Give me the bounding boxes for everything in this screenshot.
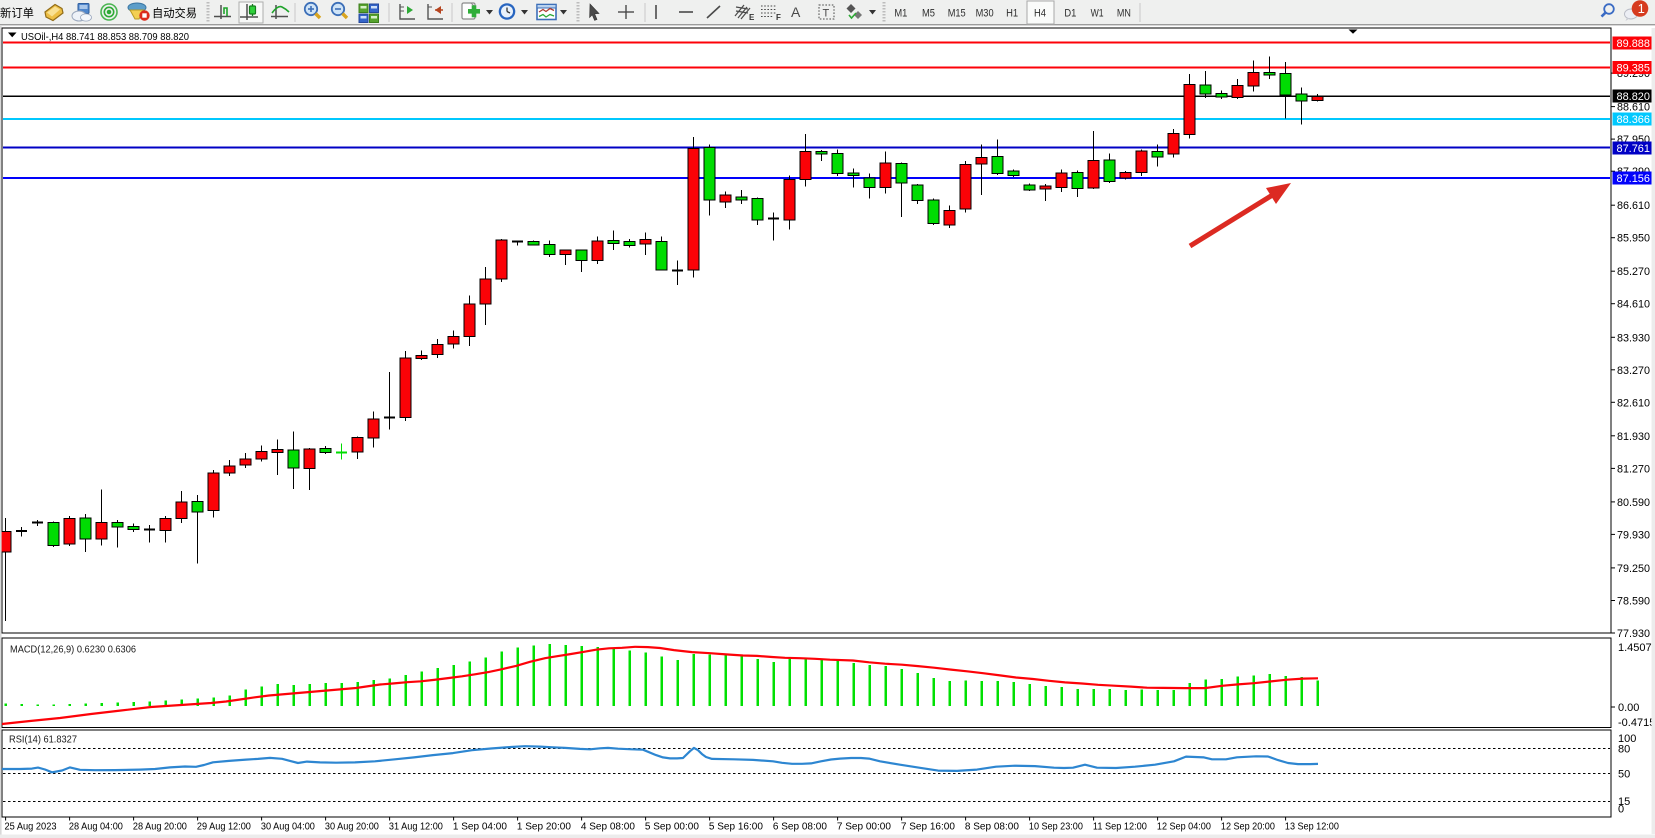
svg-text:86.610: 86.610 xyxy=(1617,200,1650,212)
svg-text:0: 0 xyxy=(1618,804,1624,816)
svg-text:85.950: 85.950 xyxy=(1617,233,1650,245)
svg-text:80.590: 80.590 xyxy=(1617,497,1650,509)
svg-text:87.156: 87.156 xyxy=(1617,173,1651,185)
svg-text:自动交易: 自动交易 xyxy=(152,6,197,20)
svg-text:81.270: 81.270 xyxy=(1617,463,1650,475)
svg-text:4 Sep 08:00: 4 Sep 08:00 xyxy=(581,822,635,833)
svg-text:M1: M1 xyxy=(894,8,907,20)
svg-text:1 Sep 20:00: 1 Sep 20:00 xyxy=(517,822,571,833)
svg-text:新订单: 新订单 xyxy=(0,6,34,20)
svg-text:88.820: 88.820 xyxy=(1617,91,1651,103)
svg-text:30 Aug 04:00: 30 Aug 04:00 xyxy=(261,822,315,833)
svg-text:15: 15 xyxy=(1618,796,1630,808)
svg-text:M30: M30 xyxy=(976,8,994,20)
svg-text:10 Sep 23:00: 10 Sep 23:00 xyxy=(1029,822,1083,833)
svg-text:5 Sep 16:00: 5 Sep 16:00 xyxy=(709,822,763,833)
svg-text:A: A xyxy=(791,4,801,20)
svg-text:0.00: 0.00 xyxy=(1618,702,1639,714)
svg-text:13 Sep 12:00: 13 Sep 12:00 xyxy=(1285,822,1339,833)
svg-text:E: E xyxy=(749,13,755,22)
svg-text:12 Sep 20:00: 12 Sep 20:00 xyxy=(1221,822,1275,833)
svg-text:50: 50 xyxy=(1618,768,1630,780)
svg-text:28 Aug 04:00: 28 Aug 04:00 xyxy=(69,822,123,833)
svg-text:MN: MN xyxy=(1117,8,1131,20)
svg-text:W1: W1 xyxy=(1091,8,1104,20)
svg-text:T: T xyxy=(823,8,830,20)
svg-text:-0.4715: -0.4715 xyxy=(1618,717,1655,729)
svg-text:1: 1 xyxy=(1638,1,1645,16)
svg-text:88.610: 88.610 xyxy=(1617,102,1650,114)
svg-text:M5: M5 xyxy=(922,8,935,20)
svg-text:11 Sep 12:00: 11 Sep 12:00 xyxy=(1093,822,1147,833)
svg-text:12 Sep 04:00: 12 Sep 04:00 xyxy=(1157,822,1211,833)
svg-text:83.930: 83.930 xyxy=(1617,332,1650,344)
svg-text:7 Sep 00:00: 7 Sep 00:00 xyxy=(837,822,891,833)
svg-text:89.888: 89.888 xyxy=(1617,38,1651,50)
svg-text:88.366: 88.366 xyxy=(1617,114,1651,126)
svg-text:1.4507: 1.4507 xyxy=(1618,642,1652,654)
svg-text:81.930: 81.930 xyxy=(1617,431,1650,443)
svg-text:D1: D1 xyxy=(1064,8,1076,20)
svg-text:8 Sep 08:00: 8 Sep 08:00 xyxy=(965,822,1019,833)
svg-text:79.930: 79.930 xyxy=(1617,529,1650,541)
svg-text:89.385: 89.385 xyxy=(1617,63,1651,75)
svg-text:82.610: 82.610 xyxy=(1617,397,1650,409)
svg-text:80: 80 xyxy=(1618,744,1630,756)
svg-text:7 Sep 16:00: 7 Sep 16:00 xyxy=(901,822,955,833)
svg-text:28 Aug 20:00: 28 Aug 20:00 xyxy=(133,822,187,833)
svg-text:25 Aug 2023: 25 Aug 2023 xyxy=(5,822,57,833)
svg-text:77.930: 77.930 xyxy=(1617,628,1650,640)
svg-text:H1: H1 xyxy=(1006,8,1018,20)
svg-text:M15: M15 xyxy=(948,8,966,20)
svg-text:31 Aug 12:00: 31 Aug 12:00 xyxy=(389,822,443,833)
svg-text:100: 100 xyxy=(1618,733,1636,745)
svg-text:84.610: 84.610 xyxy=(1617,299,1650,311)
svg-text:85.270: 85.270 xyxy=(1617,266,1650,278)
svg-text:RSI(14) 61.8327: RSI(14) 61.8327 xyxy=(9,734,77,746)
svg-text:87.761: 87.761 xyxy=(1617,143,1651,155)
svg-text:29 Aug 12:00: 29 Aug 12:00 xyxy=(197,822,251,833)
svg-text:1 Sep 04:00: 1 Sep 04:00 xyxy=(453,822,507,833)
svg-text:F: F xyxy=(776,13,781,22)
svg-text:5 Sep 00:00: 5 Sep 00:00 xyxy=(645,822,699,833)
svg-text:79.250: 79.250 xyxy=(1617,563,1650,575)
svg-text:USOil-,H4 88.741 88.853 88.70: USOil-,H4 88.741 88.853 88.709 88.820 xyxy=(21,31,189,43)
svg-text:30 Aug 20:00: 30 Aug 20:00 xyxy=(325,822,379,833)
svg-text:78.590: 78.590 xyxy=(1617,596,1650,608)
svg-text:MACD(12,26,9) 0.6230 0.6306: MACD(12,26,9) 0.6230 0.6306 xyxy=(10,644,136,656)
svg-text:6 Sep 08:00: 6 Sep 08:00 xyxy=(773,822,827,833)
svg-text:83.270: 83.270 xyxy=(1617,365,1650,377)
svg-text:H4: H4 xyxy=(1034,8,1046,20)
